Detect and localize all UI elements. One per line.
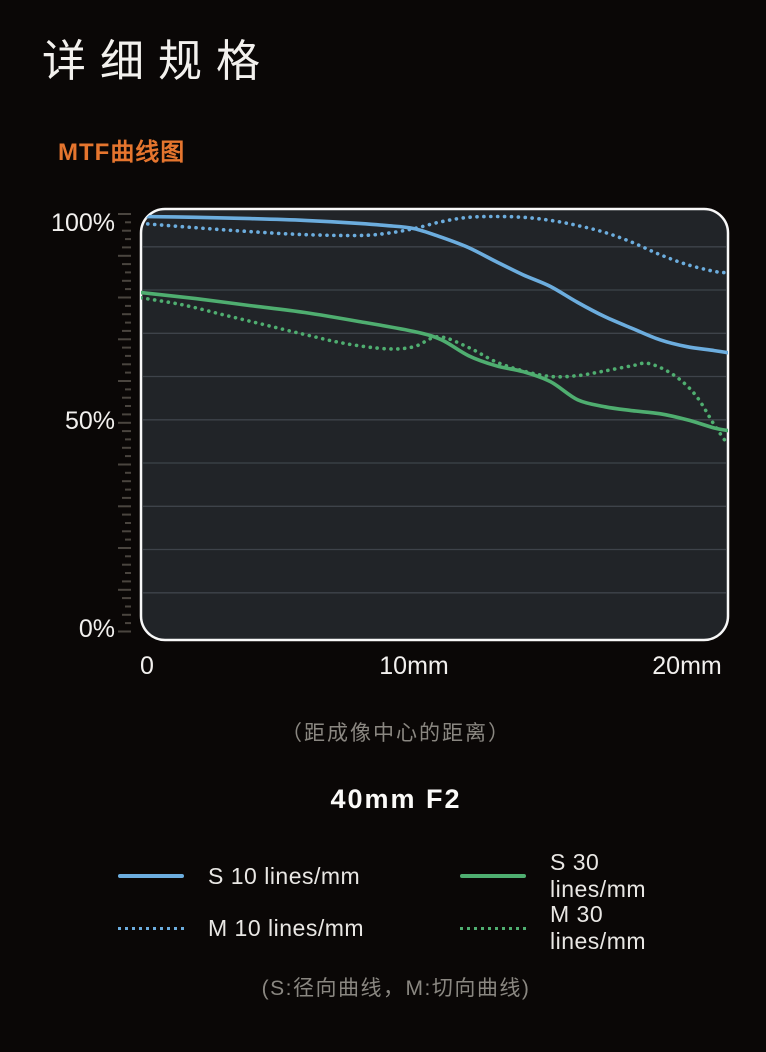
y-axis-label-50: 50% <box>65 407 115 435</box>
legend: S 10 lines/mm S 30 lines/mm M 10 lines/m… <box>118 849 700 954</box>
curve-m-10-lines-mm <box>141 214 728 275</box>
focal-length-label: 40mm F2 <box>330 784 462 814</box>
solid-blue-line-swatch <box>118 874 184 878</box>
legend-label: M 30 lines/mm <box>550 901 647 954</box>
legend-item-s10: S 10 lines/mm <box>118 862 460 890</box>
y-axis-label-0: 0% <box>79 615 115 643</box>
x-axis-label-10: 10mm <box>379 652 448 680</box>
legend-item-m30: M 30 lines/mm <box>460 901 700 954</box>
dotted-blue-line-swatch <box>118 926 184 930</box>
x-axis-label-0: 0 <box>140 652 154 680</box>
mtf-chart: 100% 50% 0% 0 10mm 20mm <box>51 207 730 680</box>
solid-green-line-swatch <box>460 874 526 878</box>
legend-label: S 10 lines/mm <box>208 862 361 889</box>
legend-item-m10: M 10 lines/mm <box>118 914 460 942</box>
x-axis-label-20: 20mm <box>652 652 721 680</box>
legend-label: S 30 lines/mm <box>550 849 647 902</box>
dotted-green-line-swatch <box>460 926 526 930</box>
chart-panel <box>139 207 730 642</box>
page-title: 详细规格 <box>42 37 274 86</box>
curve-s-10-lines-mm <box>141 214 728 355</box>
mtf-section-title: MTF曲线图 <box>58 139 186 166</box>
legend-note: (S:径向曲线，M:切向曲线) <box>261 977 531 1000</box>
legend-label: M 10 lines/mm <box>208 914 365 941</box>
curve-s-30-lines-mm <box>141 290 728 433</box>
x-axis-caption: （距成像中心的距离） <box>281 722 511 745</box>
y-axis-label-100: 100% <box>51 209 115 237</box>
curve-m-30-lines-mm <box>141 296 728 447</box>
legend-item-s30: S 30 lines/mm <box>460 849 700 902</box>
